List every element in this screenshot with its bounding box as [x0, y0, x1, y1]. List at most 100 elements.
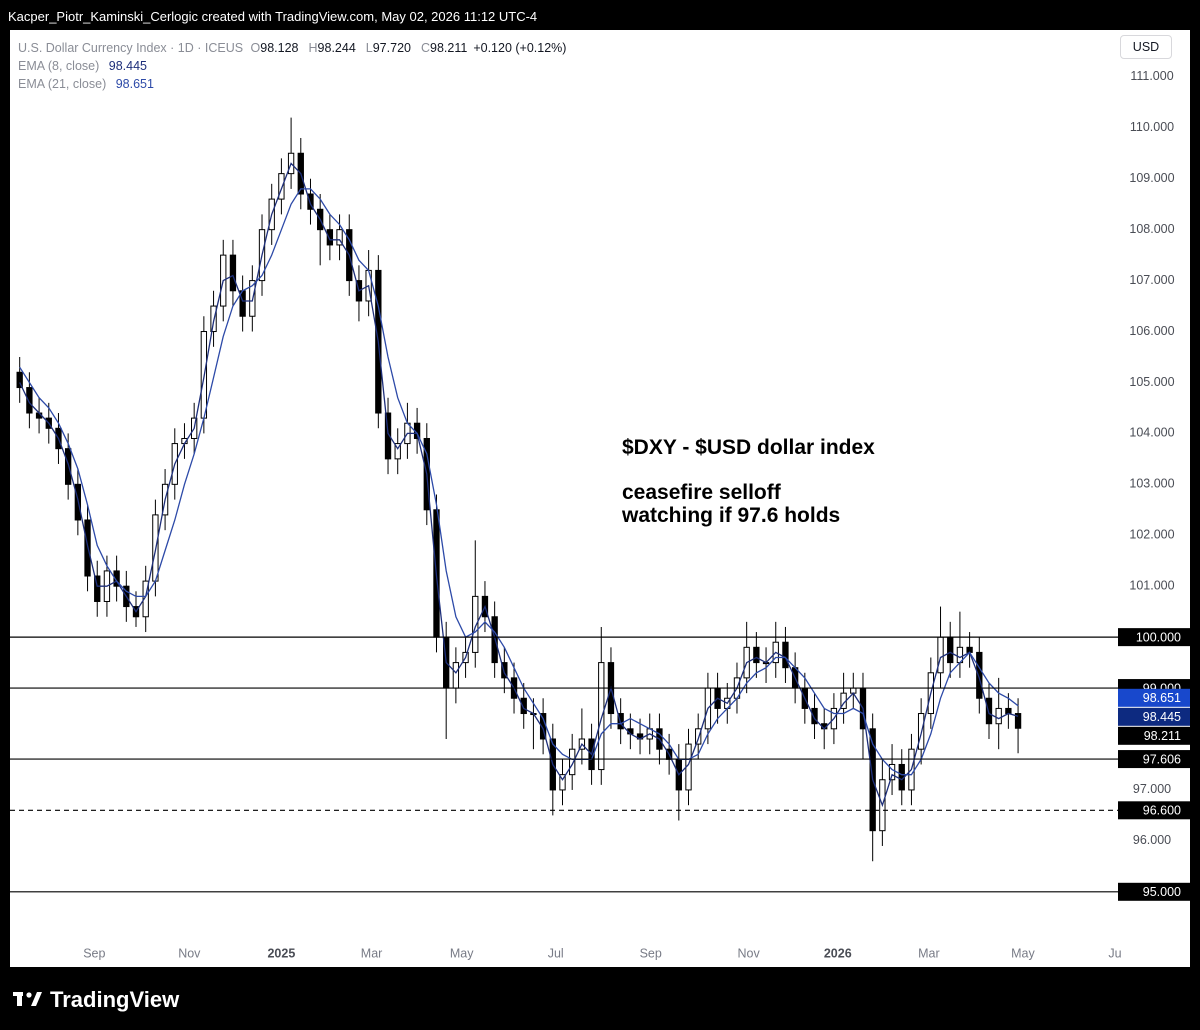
last-value-badge-bg	[1118, 688, 1190, 707]
candle-body	[326, 229, 334, 246]
x-tick-label: Ju	[1108, 946, 1121, 960]
legend-row: EMA (21, close) 98.651	[18, 75, 572, 93]
last-value-badge: 98.651	[1143, 691, 1181, 705]
candle-body	[64, 448, 72, 485]
candle-body	[142, 580, 149, 618]
last-value-badge: 98.211	[1144, 729, 1181, 743]
currency-button[interactable]: USD	[1120, 35, 1172, 59]
level-badge-bg	[1118, 750, 1190, 769]
symbol: U.S. Dollar Currency Index · 1D · ICEUS	[18, 41, 244, 55]
candle-body	[472, 595, 479, 653]
ohlc-value: 98.211	[430, 41, 468, 55]
candle-body	[394, 443, 401, 460]
candle-body	[995, 707, 1002, 725]
annotation-line: ceasefire selloff	[622, 481, 781, 504]
header-bar: Kacper_Piotr_Kaminski_Cerlogic created w…	[8, 9, 538, 24]
y-tick-label: 110.000	[1130, 120, 1174, 134]
level-badge-bg	[1118, 801, 1190, 820]
y-tick-label: 109.000	[1129, 171, 1174, 185]
level-badge-bg	[1118, 882, 1190, 901]
candle-body	[307, 193, 314, 210]
candle-body	[569, 748, 576, 776]
ohlc-key: L	[365, 41, 373, 55]
x-tick-label: Sep	[83, 946, 105, 960]
change: +0.120 (+0.12%)	[473, 41, 567, 55]
price-axis: 96.00097.00098.00099.000100.000101.00010…	[1118, 69, 1190, 901]
y-tick-label: 111.000	[1130, 69, 1173, 83]
candle-body	[985, 697, 993, 725]
x-tick-label: May	[450, 946, 474, 960]
last-value-badge: 98.445	[1143, 710, 1181, 724]
y-tick-label: 104.000	[1129, 426, 1174, 440]
legend: U.S. Dollar Currency Index · 1D · ICEUS …	[18, 39, 572, 93]
candle-body	[113, 570, 120, 587]
candle-body	[520, 697, 527, 715]
annotation-line: $DXY - $USD dollar index	[622, 436, 875, 459]
candle-body	[26, 387, 33, 414]
candle-body	[753, 646, 760, 664]
y-tick-label: 105.000	[1129, 375, 1174, 389]
candle-body	[1005, 707, 1012, 715]
ohlc-key: O	[250, 41, 261, 55]
x-tick-label: Jul	[548, 946, 564, 960]
candle-body	[976, 651, 983, 699]
candle-body	[811, 707, 818, 725]
ohlc-value: 97.720	[372, 41, 411, 55]
legend-symbol-row: U.S. Dollar Currency Index · 1D · ICEUS …	[18, 39, 572, 57]
x-tick-label: Nov	[178, 946, 201, 960]
x-tick-label: Sep	[640, 946, 662, 960]
legend-row: EMA (8, close) 98.445	[18, 57, 572, 75]
ohlc-value: 98.244	[317, 41, 356, 55]
candle-body	[782, 641, 789, 669]
y-tick-label: 102.000	[1129, 528, 1174, 542]
candle-body	[947, 636, 954, 664]
ohlc-value: 98.128	[260, 41, 299, 55]
last-value-badge-bg	[1118, 726, 1190, 745]
legend-value: 98.651	[115, 77, 154, 91]
candle-body	[336, 229, 343, 246]
candle-body	[598, 662, 605, 771]
x-tick-label: Nov	[737, 946, 760, 960]
annotation-line: watching if 97.6 holds	[622, 504, 841, 527]
level-badge: 100.000	[1136, 630, 1181, 644]
candle-body	[16, 371, 23, 389]
y-tick-label: 96.000	[1133, 833, 1171, 847]
spacer	[622, 459, 875, 481]
x-tick-label: 2026	[824, 946, 852, 960]
candle-body	[278, 173, 285, 200]
ema-line	[19, 188, 1019, 776]
candle-body	[888, 763, 896, 781]
legend-name: EMA (8, close)	[18, 59, 100, 73]
candle-body	[501, 662, 508, 679]
candle-body	[384, 412, 392, 460]
level-badge: 96.600	[1143, 804, 1181, 818]
ohlc-key: C	[420, 41, 430, 55]
y-tick-label: 101.000	[1129, 578, 1174, 592]
ohlc-key: H	[308, 41, 318, 55]
ema-line	[19, 162, 1019, 808]
annotation: $DXY - $USD dollar index ceasefire sello…	[622, 436, 875, 527]
last-value-badge-bg	[1118, 707, 1190, 726]
y-tick-label: 103.000	[1129, 477, 1174, 491]
x-tick-label: 2025	[267, 946, 295, 960]
chart-background	[10, 30, 1190, 967]
candle-body	[452, 662, 460, 689]
candle-body	[559, 774, 566, 791]
candle-body	[1014, 713, 1022, 729]
candle-body	[695, 728, 702, 745]
y-tick-label: 97.000	[1133, 782, 1171, 796]
candle-body	[94, 575, 101, 602]
y-tick-label: 108.000	[1129, 222, 1174, 236]
legend-name: EMA (21, close)	[18, 77, 107, 91]
legend-value: 98.445	[108, 59, 147, 73]
candle-body	[937, 636, 944, 674]
candle-body	[229, 254, 237, 292]
y-tick-label: 107.000	[1129, 273, 1174, 287]
level-badge: 95.000	[1143, 885, 1181, 899]
x-tick-label: Mar	[918, 946, 940, 960]
x-tick-label: Mar	[361, 946, 383, 960]
level-badge: 97.606	[1143, 752, 1181, 766]
